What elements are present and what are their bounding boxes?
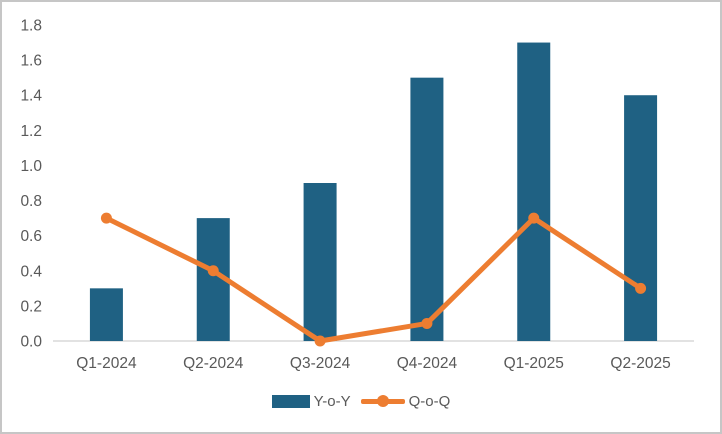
bar-q4-2024 [410,77,444,342]
bar-q2-2025 [624,95,658,341]
x-axis-category-label: Q4-2024 [397,355,458,372]
line-marker-q4-2024 [421,317,433,329]
bar-q3-2024 [303,183,337,341]
line-path [103,215,644,344]
line-marker-q2-2025 [635,282,647,294]
y-axis-tick-label: 0.4 [20,263,42,280]
line-marker-q1-2025 [528,212,540,224]
y-axis-tick-label: 1.0 [20,158,42,175]
x-axis-category-label: Q1-2024 [76,355,137,372]
legend-label-qoq: Q-o-Q [408,393,451,410]
y-axis-tick-label: 1.4 [20,88,42,105]
line-swatch-marker [376,395,389,407]
y-axis-tick-label: 0.6 [20,228,42,245]
x-axis-category-label: Q3-2024 [290,355,351,372]
x-axis-category-label: Q2-2024 [183,355,244,372]
line-marker-q1-2024 [100,212,112,224]
legend-label-yoy: Y-o-Y [313,393,351,410]
y-axis-tick-label: 1.6 [20,53,42,70]
y-axis-tick-label: 1.8 [20,18,42,35]
y-axis-tick-label: 0.8 [20,193,42,210]
y-axis-tick-label: 0.2 [20,298,42,315]
line-marker-q3-2024 [314,335,326,347]
chart-legend: Y-o-Y Q-o-Q [2,394,720,409]
legend-item-qoq: Q-o-Q [360,393,451,410]
line-marker-q2-2024 [207,265,219,277]
y-axis-tick-label: 1.2 [20,123,42,140]
bar-series-swatch [271,395,310,408]
bar-q1-2025 [517,42,551,342]
legend-item-yoy: Y-o-Y [271,393,351,410]
line-series-swatch [360,395,405,408]
bar-q1-2024 [89,288,123,341]
x-axis-category-label: Q1-2025 [504,355,564,372]
y-axis-tick-label: 0.0 [20,334,42,351]
x-axis-category-label: Q2-2025 [610,355,670,372]
